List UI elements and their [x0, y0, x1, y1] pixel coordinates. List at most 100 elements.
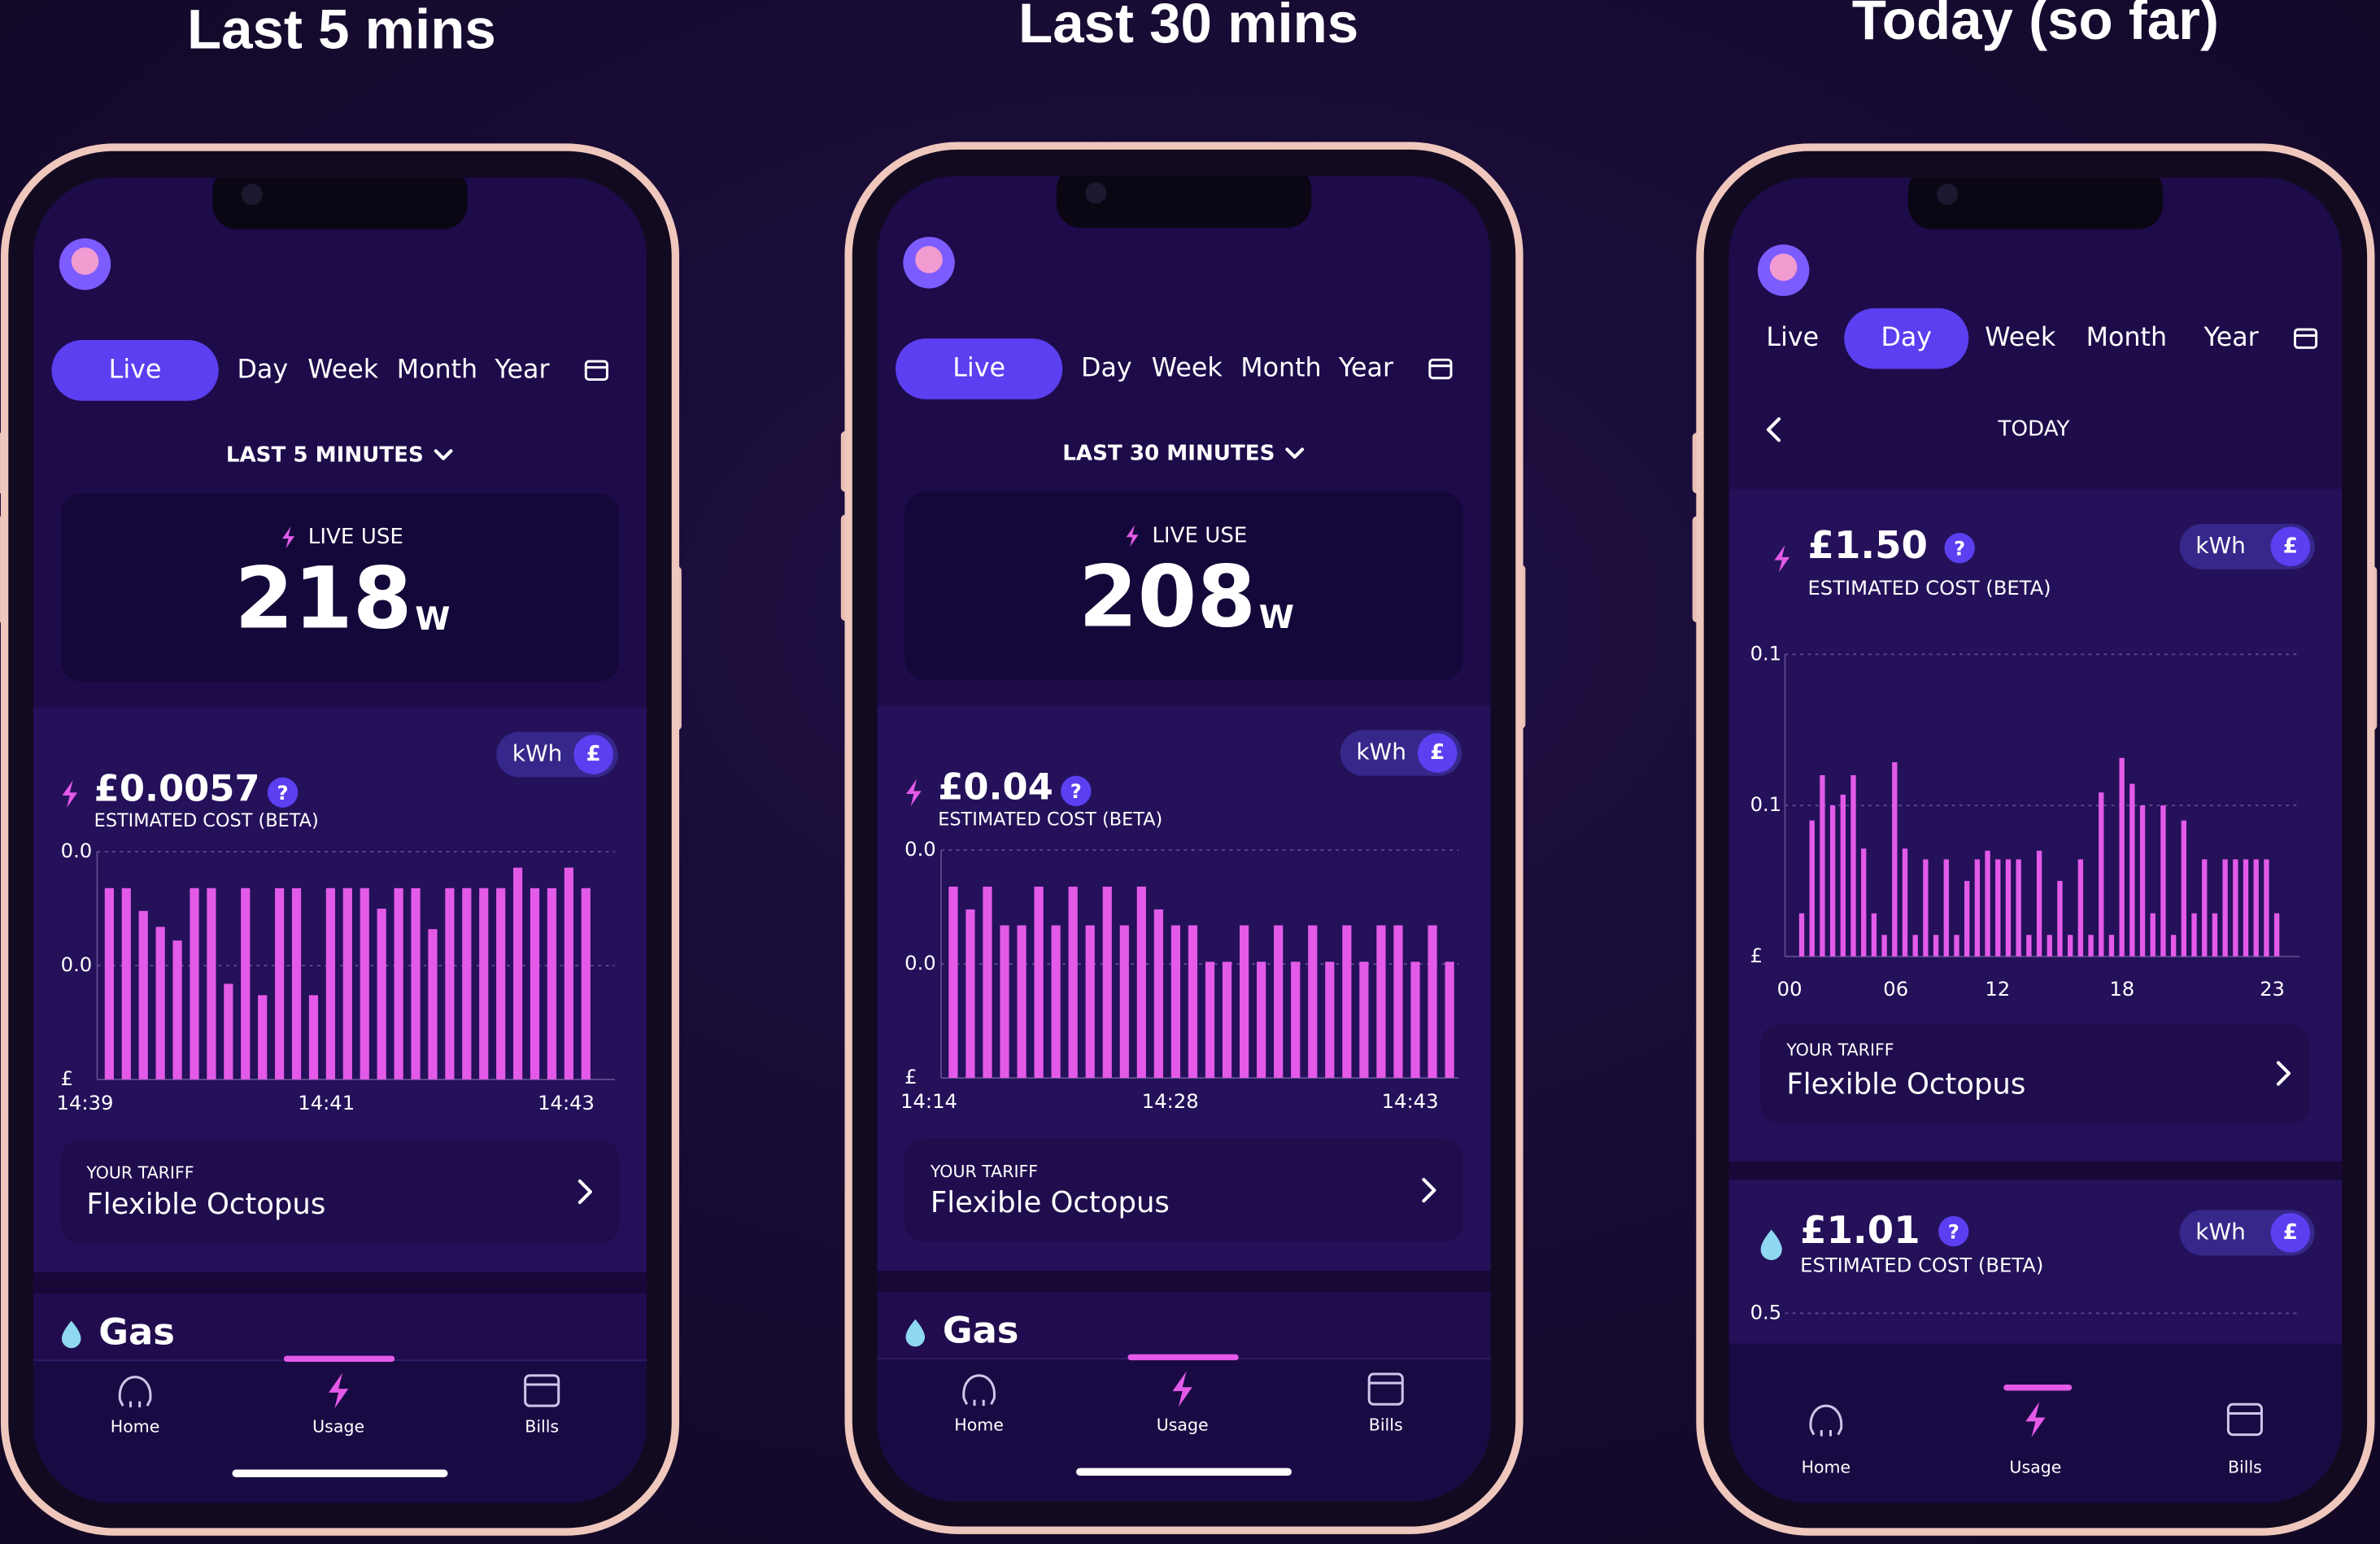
- bar: [2253, 859, 2259, 957]
- tab[interactable]: Year: [1338, 354, 1394, 383]
- bar: [2212, 913, 2218, 957]
- unit-toggle[interactable]: kWh £: [1340, 730, 1462, 776]
- calendar-icon[interactable]: [1428, 358, 1453, 380]
- tab[interactable]: Live: [1766, 323, 1819, 352]
- tab[interactable]: Live: [952, 354, 1005, 383]
- tab-active-pill: [51, 340, 219, 401]
- nav-label[interactable]: Home: [954, 1415, 1004, 1434]
- y-tick-label: 0.1: [1750, 792, 1782, 816]
- toggle-option: kWh: [1356, 739, 1406, 765]
- bills-icon[interactable]: [2226, 1402, 2263, 1437]
- bar: [411, 888, 421, 1079]
- bar: [241, 888, 251, 1079]
- tab[interactable]: Day: [1081, 354, 1132, 383]
- cost: £0.04: [938, 765, 1053, 808]
- tab[interactable]: Day: [1881, 323, 1932, 352]
- tab[interactable]: Day: [238, 355, 289, 384]
- bar: [1034, 886, 1044, 1079]
- gas-icon: [1760, 1229, 1782, 1261]
- live-bolt: [1126, 525, 1139, 547]
- back-chevron[interactable]: [1766, 417, 1781, 443]
- bar: [121, 888, 131, 1079]
- help-icon[interactable]: [1061, 775, 1092, 806]
- bar: [445, 888, 455, 1079]
- bar: [394, 888, 403, 1079]
- live-bolt: [282, 526, 295, 549]
- calendar-icon[interactable]: [2294, 328, 2318, 349]
- nav-label[interactable]: Bills: [1369, 1415, 1403, 1434]
- nav-label[interactable]: Home: [1802, 1458, 1851, 1477]
- tab[interactable]: Week: [307, 355, 379, 384]
- bar: [207, 888, 216, 1079]
- bar: [1342, 925, 1352, 1079]
- nav-label[interactable]: Bills: [2228, 1458, 2262, 1477]
- section-divider: [1728, 1161, 2343, 1180]
- bar: [2057, 880, 2063, 957]
- help-icon[interactable]: [267, 777, 299, 808]
- tab[interactable]: Week: [1985, 323, 2056, 352]
- bar: [1153, 909, 1163, 1079]
- x-tick-label: 14:41: [298, 1091, 355, 1114]
- usage-icon[interactable]: [2025, 1402, 2046, 1437]
- bar: [2016, 859, 2021, 957]
- help-icon[interactable]: [1944, 533, 1975, 564]
- bar: [377, 908, 386, 1079]
- bar: [1119, 925, 1129, 1079]
- usage-icon[interactable]: [1172, 1371, 1192, 1407]
- nav-label[interactable]: Home: [111, 1416, 160, 1436]
- cost-bolt: [906, 779, 922, 806]
- gas-tick-label: 0.5: [1750, 1300, 1782, 1324]
- bar: [104, 888, 114, 1079]
- bills-icon[interactable]: [1367, 1372, 1404, 1406]
- nav-label[interactable]: Usage: [2009, 1458, 2061, 1477]
- y-tick-label: 0.1: [1750, 641, 1782, 665]
- screen: Live Day Week Month Year LAST 5 MINUTES LIVE U…: [33, 177, 647, 1503]
- unit-toggle[interactable]: kWh £: [2179, 523, 2315, 569]
- bar: [2047, 935, 2052, 957]
- home-icon[interactable]: [1809, 1404, 1843, 1437]
- bills-icon[interactable]: [524, 1374, 560, 1407]
- unit-toggle[interactable]: kWh £: [496, 731, 618, 778]
- tariff-card[interactable]: [904, 1138, 1463, 1242]
- tab[interactable]: Year: [494, 355, 550, 384]
- home-icon[interactable]: [962, 1374, 996, 1407]
- tariff-card[interactable]: [1760, 1024, 2311, 1124]
- toggle-active: [2270, 1213, 2311, 1253]
- bar: [2005, 859, 2012, 957]
- tab[interactable]: Live: [109, 355, 162, 384]
- home-icon[interactable]: [118, 1376, 152, 1408]
- tab[interactable]: Month: [397, 355, 477, 384]
- toggle-active: [573, 735, 613, 774]
- phone: Live Day Week Month Year TODAY £1.50 ? ESTIMATED…: [1692, 143, 2378, 1536]
- help-icon[interactable]: [1938, 1215, 1969, 1247]
- nav-label[interactable]: Usage: [312, 1416, 364, 1436]
- bar: [2170, 935, 2177, 957]
- bar: [2181, 820, 2187, 957]
- gas-section: [33, 1293, 647, 1361]
- period-selector[interactable]: LAST 30 MINUTES: [1062, 442, 1275, 466]
- period-selector[interactable]: LAST 5 MINUTES: [226, 443, 424, 467]
- tab[interactable]: Year: [2203, 323, 2260, 352]
- bar: [2243, 859, 2249, 957]
- calendar-icon[interactable]: [584, 360, 608, 382]
- bar: [1205, 962, 1215, 1079]
- live-box: [904, 491, 1463, 681]
- bar: [1912, 935, 1918, 957]
- nav-label[interactable]: Bills: [525, 1416, 559, 1436]
- unit-toggle[interactable]: kWh £: [2179, 1210, 2315, 1256]
- bar: [462, 888, 472, 1079]
- tab[interactable]: Month: [2086, 323, 2167, 352]
- nav-label[interactable]: Usage: [1157, 1415, 1209, 1434]
- toggle-active: [1417, 733, 1458, 773]
- x-tick-label: 23: [2260, 977, 2285, 1001]
- bar: [547, 888, 557, 1079]
- tab[interactable]: Week: [1152, 354, 1223, 383]
- toggle-option: £: [586, 742, 601, 766]
- tab[interactable]: Month: [1240, 354, 1321, 383]
- tariff-card[interactable]: [60, 1140, 620, 1244]
- phone: Live Day Week Month Year LAST 30 MINUTES LIVE …: [840, 142, 1526, 1534]
- usage-icon[interactable]: [329, 1372, 349, 1409]
- phone: Live Day Week Month Year LAST 5 MINUTES LIVE U…: [0, 143, 682, 1536]
- x-tick-label: 14:43: [1382, 1089, 1439, 1113]
